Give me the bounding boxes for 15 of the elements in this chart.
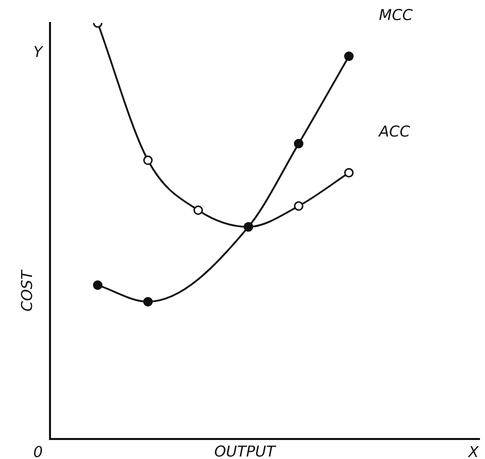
point: [143, 156, 153, 166]
text: 0: [33, 442, 43, 459]
point: [344, 52, 354, 62]
point: [294, 138, 304, 148]
text: MCC: [378, 6, 414, 24]
point: [143, 296, 153, 306]
point: [92, 280, 102, 290]
point: [344, 168, 354, 178]
text: Y: [33, 42, 44, 61]
text: ACC: [378, 122, 411, 141]
point: [294, 201, 304, 211]
x-axis-title: OUTPUT: [214, 442, 278, 459]
y-axis-title: COST: [18, 268, 36, 312]
text: X: [467, 442, 480, 459]
point: [193, 205, 203, 215]
